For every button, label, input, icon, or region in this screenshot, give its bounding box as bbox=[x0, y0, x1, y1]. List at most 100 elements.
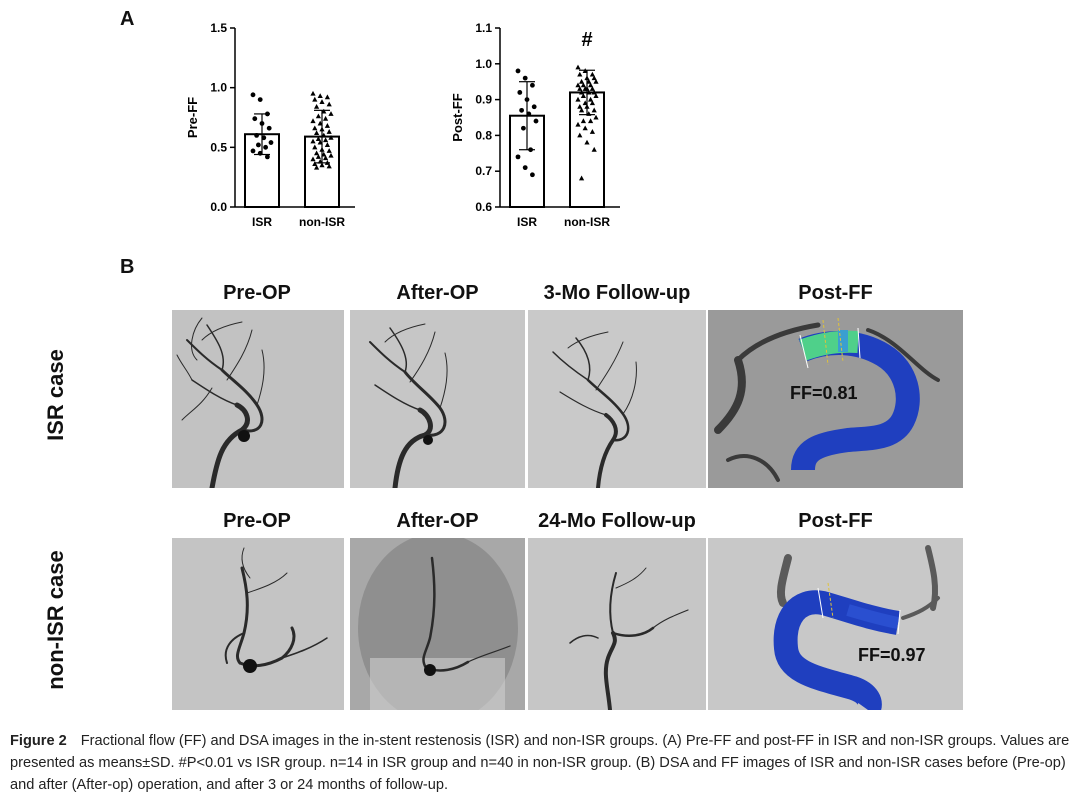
pre-ff-point-non-isr bbox=[317, 139, 323, 145]
post-ff-point-non-isr bbox=[588, 82, 594, 88]
dsa-image-isr-pre-op bbox=[172, 310, 344, 488]
ff-image-nonisr bbox=[708, 538, 963, 710]
ff-value-isr: FF=0.81 bbox=[790, 383, 858, 403]
post-ff-point-non-isr bbox=[593, 78, 599, 84]
pre-ff-point-isr bbox=[250, 148, 256, 154]
post-ff-point-non-isr bbox=[588, 118, 594, 124]
post-ff-point-non-isr bbox=[586, 89, 592, 95]
pre-ff-point-non-isr bbox=[314, 150, 320, 156]
post-ff-point-non-isr bbox=[584, 75, 590, 81]
figure-label: Figure 2 bbox=[10, 733, 67, 749]
post-ff-point-non-isr bbox=[582, 125, 588, 131]
post-ff-point-non-isr bbox=[593, 93, 599, 99]
pre-ff-category-label: non-ISR bbox=[299, 215, 345, 229]
post-ff-point-isr bbox=[522, 75, 528, 81]
post-ff-point-non-isr bbox=[582, 100, 588, 106]
post-ff-point-non-isr bbox=[579, 78, 585, 84]
post-ff-point-non-isr bbox=[589, 100, 595, 106]
col-header-pre-op-2: Pre-OP bbox=[223, 510, 291, 532]
post-ff-point-non-isr bbox=[589, 86, 595, 91]
post-ff-point-isr bbox=[515, 68, 521, 74]
pre-ff-point-non-isr bbox=[319, 99, 325, 104]
pre-ff-point-non-isr bbox=[324, 123, 330, 128]
pre-ff-point-non-isr bbox=[326, 148, 332, 153]
post-ff-point-isr bbox=[519, 107, 524, 113]
col-header-post-ff: Post-FF bbox=[798, 282, 873, 304]
post-ff-point-isr bbox=[521, 125, 526, 131]
panel-letter-a: A bbox=[120, 8, 135, 30]
pre-ff-point-isr bbox=[259, 121, 265, 126]
dsa-image-nonisr-after-op bbox=[350, 538, 525, 710]
pre-ff-point-non-isr bbox=[312, 125, 318, 131]
pre-ff-point-non-isr bbox=[324, 160, 330, 165]
col-header-after-op-2: After-OP bbox=[396, 510, 479, 532]
pre-ff-point-non-isr bbox=[310, 156, 316, 162]
dsa-image-isr-after-op bbox=[350, 310, 525, 488]
pre-ff-point-non-isr bbox=[319, 146, 325, 152]
pre-ff-point-non-isr bbox=[317, 93, 323, 99]
post-ff-point-isr bbox=[515, 154, 521, 160]
pre-ff-point-non-isr bbox=[326, 101, 332, 107]
pre-ff-y-tick-label: 1.5 bbox=[210, 21, 227, 35]
pre-ff-point-non-isr bbox=[312, 144, 318, 150]
post-ff-point-isr bbox=[522, 165, 528, 171]
post-ff-point-non-isr bbox=[577, 86, 583, 91]
figure-caption: Figure 2 Fractional flow (FF) and DSA ima… bbox=[10, 730, 1075, 796]
pre-ff-y-tick-label: 1.0 bbox=[210, 81, 227, 95]
col-header-3mo: 3-Mo Follow-up bbox=[543, 282, 691, 304]
pre-ff-point-non-isr bbox=[328, 111, 334, 116]
post-ff-point-non-isr bbox=[580, 118, 586, 124]
pre-ff-point-non-isr bbox=[310, 90, 316, 96]
post-ff-category-label: non-ISR bbox=[564, 215, 610, 229]
post-ff-point-isr bbox=[524, 97, 530, 102]
col-header-post-ff-2: Post-FF bbox=[798, 510, 873, 532]
post-ff-chart: 0.6 0.7 0.8 0.9 1.0 1.1 Post-FF ISR non-ISR # bbox=[450, 21, 620, 229]
dsa-image-isr-3mo bbox=[528, 310, 706, 488]
pre-ff-point-non-isr bbox=[326, 129, 332, 134]
post-ff-significance-mark: # bbox=[581, 29, 592, 51]
panel-letter-b: B bbox=[120, 256, 135, 278]
post-ff-point-non-isr bbox=[579, 175, 585, 181]
pre-ff-point-non-isr bbox=[314, 103, 320, 109]
pre-ff-point-non-isr bbox=[319, 162, 325, 168]
post-ff-point-non-isr bbox=[591, 107, 597, 113]
pre-ff-point-non-isr bbox=[315, 113, 321, 119]
post-ff-point-non-isr bbox=[575, 64, 581, 70]
post-ff-point-non-isr bbox=[586, 111, 592, 116]
pre-ff-point-isr bbox=[254, 133, 259, 138]
pre-ff-point-non-isr bbox=[321, 132, 327, 138]
pre-ff-point-isr bbox=[265, 111, 270, 117]
pre-ff-point-non-isr bbox=[328, 134, 334, 140]
post-ff-point-non-isr bbox=[582, 68, 588, 73]
post-ff-point-non-isr bbox=[577, 71, 583, 77]
pre-ff-point-isr bbox=[261, 135, 267, 141]
pre-ff-point-isr bbox=[257, 150, 263, 156]
ff-value-nonisr: FF=0.97 bbox=[858, 645, 926, 665]
post-ff-point-non-isr bbox=[591, 89, 597, 95]
col-header-after-op: After-OP bbox=[396, 282, 479, 304]
pre-ff-point-non-isr bbox=[310, 138, 316, 144]
dsa-image-nonisr-24mo bbox=[528, 538, 706, 710]
post-ff-point-non-isr bbox=[575, 96, 581, 102]
pre-ff-point-non-isr bbox=[315, 154, 321, 159]
pre-ff-y-label: Pre-FF bbox=[185, 97, 200, 138]
pre-ff-point-non-isr bbox=[324, 142, 330, 147]
post-ff-point-non-isr bbox=[575, 82, 581, 88]
pre-ff-point-non-isr bbox=[324, 94, 330, 100]
post-ff-category-label: ISR bbox=[517, 215, 537, 229]
pre-ff-point-non-isr bbox=[321, 108, 327, 114]
post-ff-point-non-isr bbox=[586, 78, 592, 84]
post-ff-y-tick-label: 0.6 bbox=[475, 200, 492, 214]
post-ff-point-non-isr bbox=[584, 86, 590, 91]
post-ff-point-non-isr bbox=[580, 93, 586, 99]
pre-ff-point-non-isr bbox=[314, 130, 320, 136]
post-ff-y-tick-label: 0.8 bbox=[475, 128, 492, 142]
post-ff-point-non-isr bbox=[584, 139, 590, 145]
post-ff-y-label: Post-FF bbox=[450, 93, 465, 141]
post-ff-point-isr bbox=[530, 172, 535, 178]
pre-ff-point-isr bbox=[263, 144, 268, 150]
post-ff-point-isr bbox=[528, 147, 533, 153]
pre-ff-y-tick-label: 0.5 bbox=[210, 140, 227, 154]
pre-ff-category-label: ISR bbox=[252, 215, 272, 229]
pre-ff-point-non-isr bbox=[317, 158, 323, 164]
